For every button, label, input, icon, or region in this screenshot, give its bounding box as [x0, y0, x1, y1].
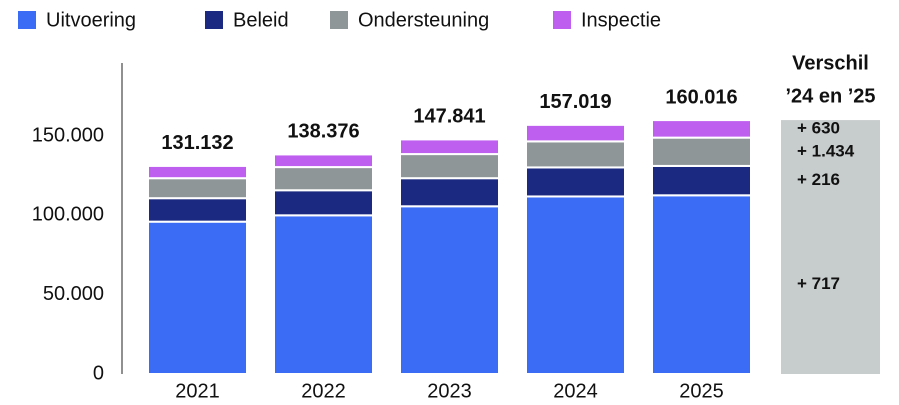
bar-segment — [273, 214, 374, 375]
total-label: 160.016 — [665, 86, 737, 108]
bar-segment — [651, 164, 752, 197]
bar-segment — [525, 166, 626, 198]
total-label: 157.019 — [539, 91, 611, 113]
legend-label: Beleid — [233, 9, 289, 31]
difference-label: + 1.434 — [797, 141, 855, 160]
bar-segment — [525, 140, 626, 169]
bar-segment — [147, 197, 248, 223]
legend-swatch — [18, 11, 36, 29]
total-label: 138.376 — [287, 121, 359, 143]
legend-label: Ondersteuning — [358, 9, 489, 31]
x-tick-label: 2022 — [301, 380, 346, 402]
y-tick-label: 0 — [93, 362, 104, 384]
difference-label: + 216 — [797, 170, 840, 189]
legend-swatch — [205, 11, 223, 29]
legend-swatch — [553, 11, 571, 29]
bar-segment — [399, 153, 500, 180]
bar-segment — [147, 164, 248, 180]
bar-segment — [273, 166, 374, 192]
bar-segment — [273, 153, 374, 169]
bar-segment — [651, 119, 752, 139]
bar-segment — [147, 177, 248, 200]
legend-swatch — [330, 11, 348, 29]
legend-label: Uitvoering — [46, 9, 136, 31]
difference-panel — [781, 120, 880, 374]
y-tick-label: 100.000 — [32, 204, 104, 226]
bar-segment — [399, 138, 500, 156]
bar-segment — [147, 220, 248, 375]
total-label: 147.841 — [413, 106, 485, 128]
bar-segment — [651, 136, 752, 167]
difference-title: Verschil — [792, 52, 869, 74]
bar-segment — [399, 205, 500, 375]
x-tick-label: 2021 — [175, 380, 220, 402]
difference-title: ’24 en ’25 — [785, 85, 875, 107]
y-tick-label: 50.000 — [43, 283, 104, 305]
difference-label: + 630 — [797, 118, 840, 137]
bar-segment — [273, 189, 374, 217]
bar-segment — [651, 194, 752, 375]
y-tick-label: 150.000 — [32, 124, 104, 146]
total-label: 131.132 — [161, 132, 233, 154]
x-tick-label: 2025 — [679, 380, 724, 402]
bar-segment — [399, 177, 500, 208]
x-tick-label: 2023 — [427, 380, 472, 402]
bar-segment — [525, 123, 626, 143]
bar-segment — [525, 195, 626, 375]
legend-label: Inspectie — [581, 9, 661, 31]
difference-label: + 717 — [797, 274, 840, 293]
x-tick-label: 2024 — [553, 380, 598, 402]
